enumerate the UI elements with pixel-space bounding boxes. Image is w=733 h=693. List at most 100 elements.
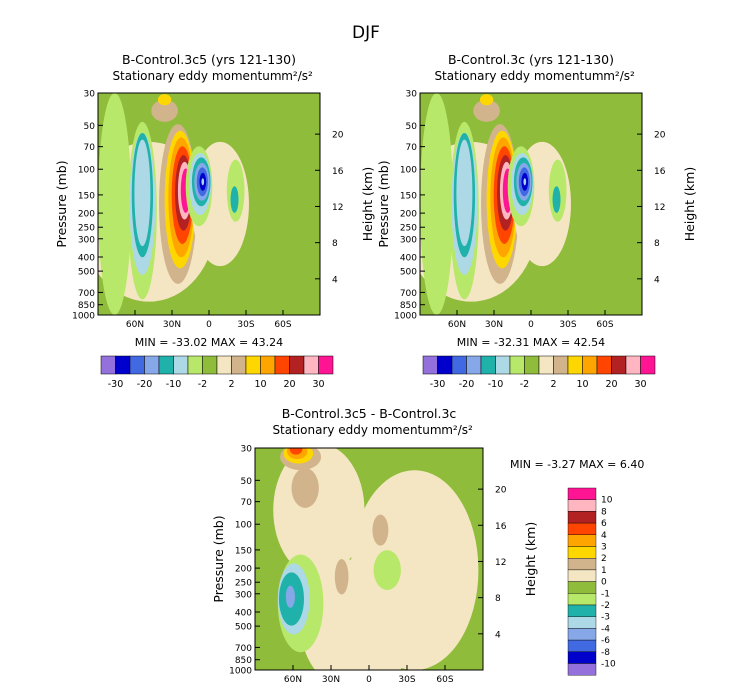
colorbar-label: 30 <box>634 379 646 390</box>
colorbar-label: 10 <box>576 379 588 390</box>
latitude-tick-label: 30S <box>559 320 576 330</box>
pressure-tick-label: 100 <box>78 166 95 176</box>
colorbar-swatch <box>480 355 496 375</box>
pressure-tick-label: 50 <box>406 122 418 132</box>
colorbar-swatch <box>567 355 583 375</box>
contour-neg1 <box>373 550 401 591</box>
contour-pos3 <box>157 94 172 106</box>
colorbar-label: 30 <box>312 379 324 390</box>
contour-pos2 <box>334 559 349 595</box>
colorbar-label: -8 <box>601 648 610 658</box>
contour-neg3 <box>230 186 239 213</box>
pressure-tick-label: 700 <box>400 289 417 299</box>
colorbar-swatch <box>567 511 597 524</box>
stats-text: MIN = -32.31 MAX = 42.54 <box>457 336 605 349</box>
colorbar-label: 4 <box>601 531 607 541</box>
latitude-tick-label: 60N <box>284 675 302 685</box>
pressure-tick-label: 850 <box>235 656 252 666</box>
panel-control-3c5: B-Control.3c5 (yrs 121-130) Stationary ed… <box>54 52 375 390</box>
pressure-tick-label: 70 <box>406 143 418 153</box>
latitude-tick-label: 60N <box>448 320 466 330</box>
colorbar-swatch <box>318 355 334 375</box>
pressure-tick-label: 1000 <box>229 667 252 677</box>
pressure-tick-label: 400 <box>400 253 417 263</box>
units-label: m²/s² <box>281 69 313 83</box>
panel-difference: B-Control.3c5 - B-Control.3c Stationary e… <box>211 406 644 685</box>
colorbar-swatch <box>567 546 597 559</box>
contour-pos2 <box>291 467 319 508</box>
panel-title: B-Control.3c5 - B-Control.3c <box>282 406 457 421</box>
colorbar-label: 2 <box>228 379 234 390</box>
colorbar-swatch <box>451 355 467 375</box>
colorbar-label: 6 <box>601 519 607 529</box>
colorbar-label: 0 <box>601 578 607 588</box>
contour-neg2 <box>456 139 473 247</box>
pressure-tick-label: 1000 <box>72 312 95 322</box>
colorbar-swatch <box>567 487 597 500</box>
height-tick-label: 12 <box>332 203 343 213</box>
pressure-axis-label: Pressure (mb) <box>54 160 69 247</box>
pressure-tick-label: 400 <box>235 608 252 618</box>
colorbar-label: -10 <box>488 379 504 390</box>
height-tick-label: 8 <box>332 239 338 249</box>
latitude-tick-label: 60S <box>274 320 291 330</box>
height-tick-label: 16 <box>495 522 507 532</box>
pressure-tick-label: 850 <box>400 301 417 311</box>
pressure-tick-label: 500 <box>78 268 95 278</box>
pressure-tick-label: 200 <box>400 210 417 220</box>
latitude-tick-label: 60S <box>596 320 613 330</box>
pressure-tick-label: 850 <box>78 301 95 311</box>
pressure-tick-label: 700 <box>78 289 95 299</box>
colorbar-swatch <box>567 663 597 676</box>
latitude-tick-label: 60N <box>126 320 144 330</box>
height-axis-label: Height (km) <box>523 522 538 596</box>
colorbar-swatch <box>289 355 305 375</box>
pressure-tick-label: 1000 <box>394 312 417 322</box>
pressure-tick-label: 300 <box>235 590 252 600</box>
colorbar-swatch <box>187 355 203 375</box>
colorbar-swatch <box>231 355 247 375</box>
pressure-axis-label: Pressure (mb) <box>211 515 226 602</box>
contour-pos6 <box>289 448 303 455</box>
colorbar-swatch <box>567 499 597 512</box>
latitude-tick-label: 0 <box>206 320 212 330</box>
pressure-tick-label: 100 <box>400 166 417 176</box>
contour-neg4 <box>285 585 295 608</box>
colorbar-swatch <box>538 355 554 375</box>
colorbar-swatch <box>202 355 218 375</box>
colorbar-swatch <box>173 355 189 375</box>
colorbar-swatch <box>567 581 597 594</box>
colorbar-swatch <box>582 355 598 375</box>
stats-text: MIN = -3.27 MAX = 6.40 <box>510 458 644 471</box>
pressure-tick-label: 200 <box>235 565 252 575</box>
colorbar-label: -1 <box>601 589 610 599</box>
colorbar-swatch <box>144 355 160 375</box>
height-tick-label: 12 <box>495 558 506 568</box>
pressure-tick-label: 100 <box>235 521 252 531</box>
pressure-tick-label: 30 <box>84 90 96 100</box>
colorbar-label: 20 <box>605 379 617 390</box>
colorbar-swatch <box>524 355 540 375</box>
colorbar-swatch <box>158 355 174 375</box>
pressure-tick-label: 30 <box>241 445 253 455</box>
height-axis-label: Height (km) <box>682 167 697 241</box>
colorbar-label: 20 <box>283 379 295 390</box>
colorbar-label: 3 <box>601 543 607 553</box>
contour-neg3 <box>552 186 561 213</box>
colorbar-label: -30 <box>108 379 124 390</box>
pressure-tick-label: 200 <box>78 210 95 220</box>
colorbar-label: -10 <box>601 660 616 670</box>
pressure-tick-label: 150 <box>78 191 95 201</box>
colorbar-swatch <box>495 355 511 375</box>
pressure-tick-label: 70 <box>241 498 253 508</box>
colorbar-label: -2 <box>198 379 207 390</box>
pressure-tick-label: 500 <box>400 268 417 278</box>
panel-title: B-Control.3c (yrs 121-130) <box>448 52 614 67</box>
pressure-tick-label: 250 <box>400 224 417 234</box>
pressure-tick-label: 250 <box>235 579 252 589</box>
pressure-tick-label: 70 <box>84 143 96 153</box>
contour-pos3 <box>479 94 494 106</box>
pressure-tick-label: 30 <box>406 90 418 100</box>
contour-pos2 <box>473 99 500 122</box>
